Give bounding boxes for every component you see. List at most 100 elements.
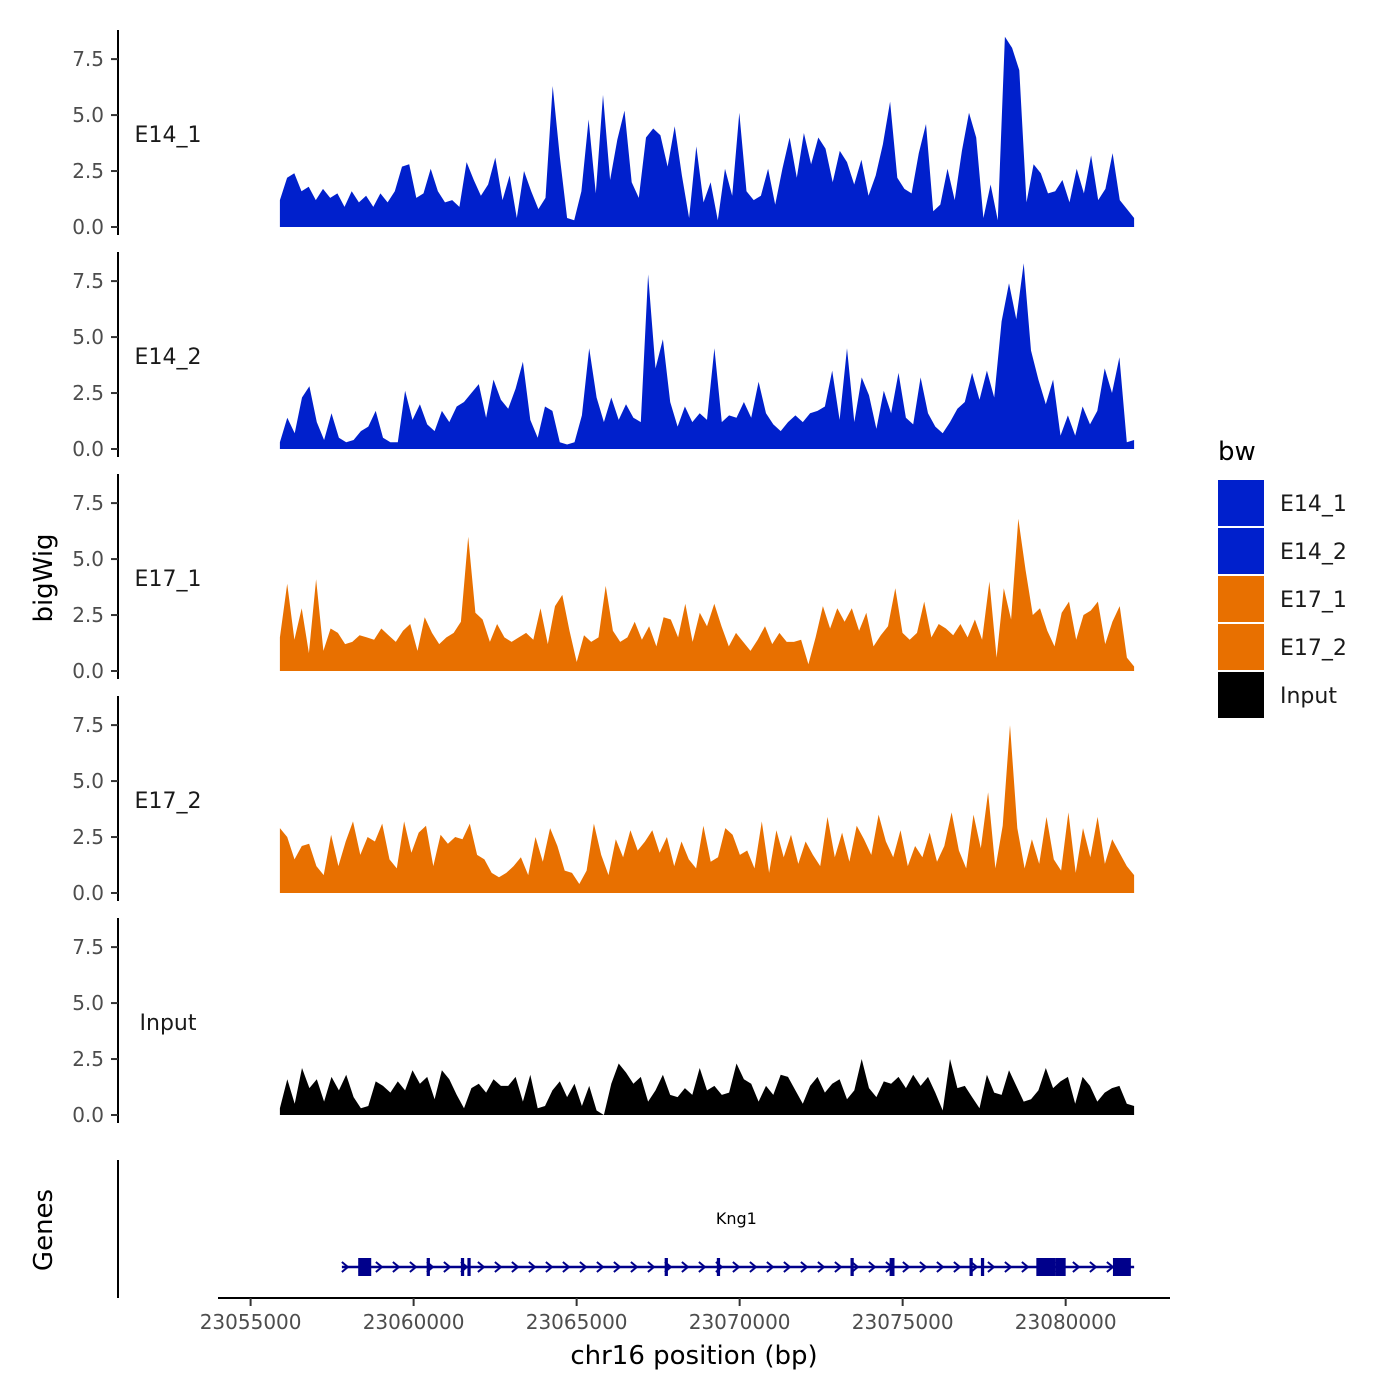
x-tick-label: 23070000 [689,1310,791,1334]
strand-arrow [681,1261,690,1273]
y-tick-label: 2.5 [72,1047,104,1071]
gene-exon [1036,1258,1056,1276]
coverage-area-E14_1 [279,36,1135,228]
strand-arrow [613,1261,622,1273]
x-tick-label: 23080000 [1015,1310,1117,1334]
legend-label: E14_1 [1280,492,1347,517]
track-label: E14_2 [135,345,202,370]
strand-arrow [1021,1261,1030,1273]
y-tick-label: 2.5 [72,381,104,405]
strand-arrow [596,1261,605,1273]
strand-arrow [341,1261,350,1273]
strand-arrow [1089,1261,1098,1273]
x-tick-label: 23060000 [363,1310,465,1334]
y-tick-label: 0.0 [72,1103,104,1127]
gene-exon [850,1258,854,1276]
x-tick-label: 23055000 [200,1310,302,1334]
track-label: E17_2 [135,789,202,814]
y-tick-label: 7.5 [72,47,104,71]
strand-arrow [919,1261,928,1273]
legend-label: E17_1 [1280,588,1347,613]
gene-panel: Genes Kng1 [29,1160,1135,1298]
strand-arrow [698,1261,707,1273]
x-tick-label: 23065000 [526,1310,628,1334]
x-axis: 23055000 23060000 23065000 23070000 23075000… [200,1297,1170,1334]
track-E17_1: 0.0 2.5 5.0 7.5 E17_1 [72,474,1135,683]
gene-exon [426,1258,430,1276]
strand-arrow [1072,1261,1081,1273]
gene-exon [969,1258,973,1276]
strand-arrow [817,1261,826,1273]
coverage-area-E17_1 [279,518,1135,671]
track-E14_1: 0.0 2.5 5.0 7.5 E14_1 [72,30,1135,239]
x-axis-title: chr16 position (bp) [570,1341,817,1371]
strand-arrow [647,1261,656,1273]
strand-arrow [766,1261,775,1273]
gene-exon [1055,1258,1066,1276]
strand-arrow [851,1261,860,1273]
strand-arrow [562,1261,571,1273]
y-tick-label: 7.5 [72,491,104,515]
y-tick-label: 7.5 [72,269,104,293]
legend-label: E17_2 [1280,636,1347,661]
x-tick-label: 23075000 [852,1310,954,1334]
gene-exon [467,1258,471,1276]
legend: bw E14_1 E14_2 E17_1 E17_2 Input [1218,437,1347,718]
coverage-area-E17_2 [279,725,1135,893]
gene-exon [358,1258,372,1276]
gene-exon [664,1258,668,1276]
legend-swatch-Input [1218,672,1264,718]
strand-arrow [936,1261,945,1273]
track-Input: 0.0 2.5 5.0 7.5 Input [72,918,1135,1127]
strand-arrow [494,1261,503,1273]
strand-arrow [834,1261,843,1273]
track-label: E17_1 [135,567,202,592]
y-tick-label: 0.0 [72,437,104,461]
strand-arrow [392,1261,401,1273]
strand-arrow [902,1261,911,1273]
y-tick-label: 2.5 [72,603,104,627]
track-E14_2: 0.0 2.5 5.0 7.5 E14_2 [72,252,1135,461]
strand-arrow [1004,1261,1013,1273]
strand-arrow [528,1261,537,1273]
strand-arrow [749,1261,758,1273]
gene-panel-title: Genes [29,1189,59,1271]
strand-arrow [630,1261,639,1273]
y-tick-label: 5.0 [72,325,104,349]
y-tick-label: 5.0 [72,547,104,571]
legend-title: bw [1218,437,1256,467]
gene-name-label: Kng1 [716,1209,757,1228]
strand-arrow [443,1261,452,1273]
track-label: Input [140,1011,197,1036]
y-axis-title: bigWig [29,533,59,622]
strand-arrow [783,1261,792,1273]
strand-arrow [868,1261,877,1273]
coverage-area-E14_2 [279,263,1135,449]
strand-arrow [800,1261,809,1273]
legend-swatch-E17_2 [1218,624,1264,670]
strand-arrow [1106,1261,1115,1273]
gene-exon [716,1258,721,1276]
strand-arrow [970,1261,979,1273]
y-tick-label: 5.0 [72,991,104,1015]
y-tick-label: 5.0 [72,769,104,793]
gene-exon [889,1258,895,1276]
gene-exon [460,1258,465,1276]
coverage-tracks: 0.0 2.5 5.0 7.5 E14_1 0.0 2.5 5.0 7.5 E14_2 0.0 2.5… [72,30,1135,1127]
legend-label: Input [1280,684,1337,709]
strand-arrow [477,1261,486,1273]
strand-arrow [409,1261,418,1273]
strand-arrow [953,1261,962,1273]
track-E17_2: 0.0 2.5 5.0 7.5 E17_2 [72,696,1135,905]
gene-exon [980,1258,985,1276]
y-tick-label: 0.0 [72,659,104,683]
coverage-area-Input [279,1059,1135,1115]
strand-arrow [511,1261,520,1273]
track-label: E14_1 [135,123,202,148]
legend-swatch-E17_1 [1218,576,1264,622]
y-tick-label: 2.5 [72,159,104,183]
y-tick-label: 0.0 [72,215,104,239]
y-tick-label: 2.5 [72,825,104,849]
legend-swatch-E14_2 [1218,528,1264,574]
y-tick-label: 7.5 [72,713,104,737]
